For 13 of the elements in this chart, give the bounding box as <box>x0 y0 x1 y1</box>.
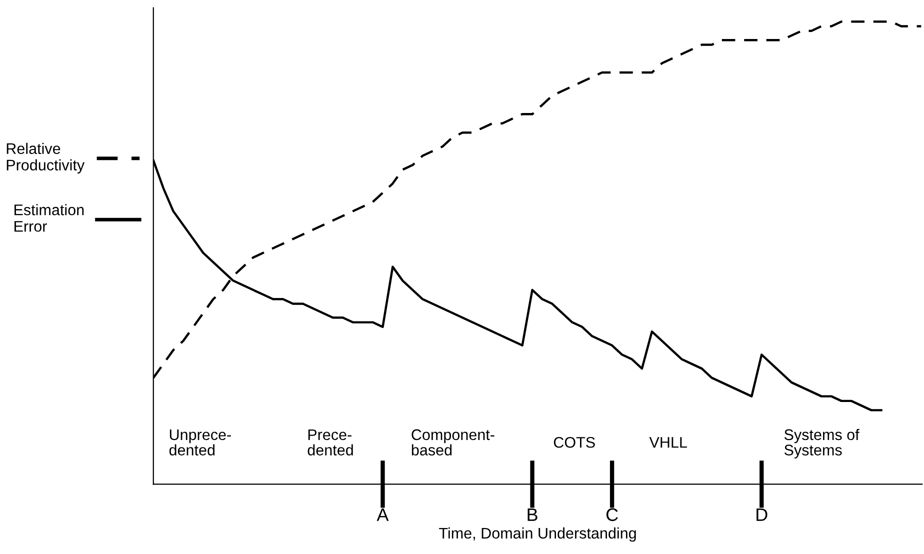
legend-label: Estimation Error <box>14 204 84 232</box>
x-tick-label: A <box>376 508 389 521</box>
annotation: VHLL <box>649 437 687 448</box>
annotation: Systems of Systems <box>784 428 860 458</box>
x-tick-label: D <box>756 508 768 521</box>
annotation: Unprece- dented <box>169 429 231 456</box>
annotation: COTS <box>554 436 595 448</box>
legend-label: Relative Productivity <box>6 142 85 174</box>
x-tick-label: B <box>528 508 538 521</box>
annotation: Component- based <box>412 429 494 456</box>
annotation: Prece- dented <box>308 429 353 456</box>
x-tick-label: C <box>606 508 618 522</box>
x-axis-title: Time, Domain Understanding <box>439 527 636 542</box>
